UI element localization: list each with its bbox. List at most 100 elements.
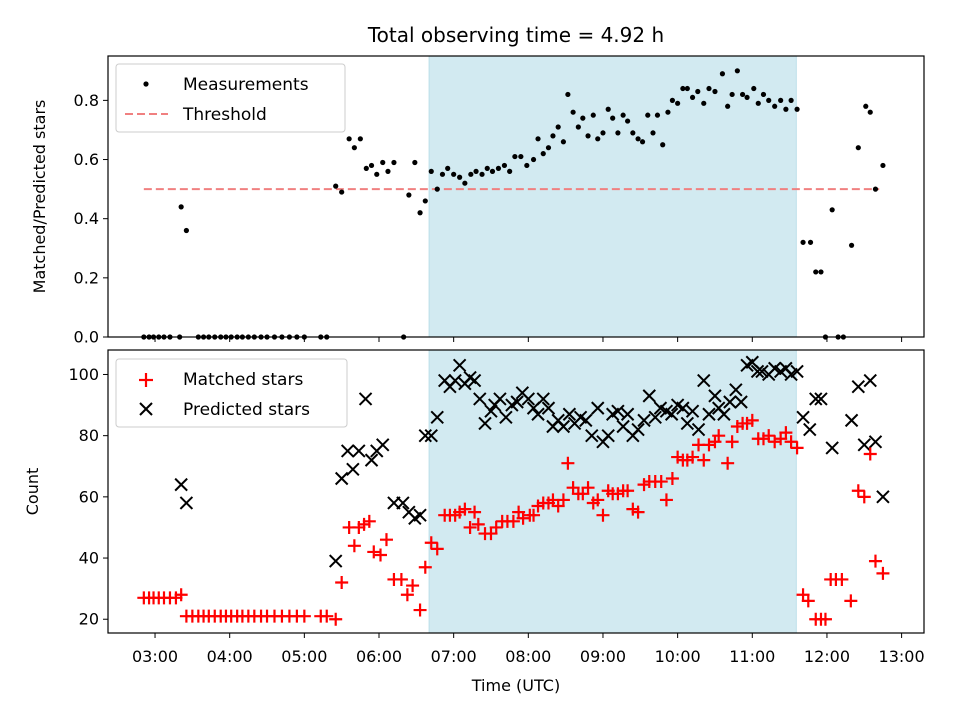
top-highlight-band (428, 55, 797, 338)
measurement-point (880, 162, 886, 169)
measurement-point (590, 112, 596, 118)
matched-star-point (394, 572, 408, 586)
legend-matched-marker (139, 373, 153, 387)
bottom-legend: Matched stars Predicted stars (115, 358, 348, 428)
measurement-point (783, 106, 789, 112)
legend-predicted-marker (139, 402, 153, 416)
matched-star-point (297, 609, 311, 623)
legend-measurements-marker (143, 81, 149, 87)
measurement-point (406, 192, 412, 198)
measurement-point (800, 239, 806, 245)
bottom-legend-box (115, 358, 348, 428)
predicted-star-point (851, 380, 866, 394)
measurement-point (417, 210, 423, 216)
predicted-star-point (631, 422, 645, 437)
xtick-label: 12:00 (804, 647, 850, 666)
predicted-star-point (340, 444, 355, 458)
measurement-point (807, 239, 814, 245)
measurement-point (788, 97, 794, 103)
bottom-panel: 20 40 60 80 100 03:00 04:00 05:00 06:00 07:00 08:… (23, 349, 925, 695)
measurement-point (374, 171, 380, 177)
measurement-point (489, 168, 496, 174)
measurement-point (585, 133, 591, 139)
xtick-label: 10:00 (655, 647, 701, 666)
matched-star-point (335, 576, 349, 590)
predicted-star-point (729, 383, 743, 397)
measurement-point (380, 159, 386, 166)
matched-star-point (400, 588, 414, 602)
measurement-point (346, 136, 352, 142)
measurement-point (778, 97, 784, 103)
measurement-point (434, 186, 440, 192)
measurement-point (422, 198, 428, 204)
matched-star-point (721, 456, 735, 470)
measurement-point (391, 159, 397, 166)
predicted-star-point (680, 416, 695, 431)
top-legend: Measurements Threshold (115, 63, 346, 133)
measurement-point (501, 162, 508, 169)
top-legend-box (115, 63, 346, 133)
measurement-point (363, 165, 369, 171)
measurement-point (451, 171, 457, 177)
predicted-star-point (179, 496, 194, 510)
ytick-label: 80 (79, 426, 99, 445)
predicted-star-point (328, 554, 343, 568)
matched-star-point (851, 484, 865, 498)
predicted-star-point (556, 419, 571, 434)
predicted-star-point (478, 416, 492, 431)
measurement-point (479, 171, 485, 177)
measurement-point (669, 97, 676, 103)
measurement-point (684, 85, 690, 92)
measurement-point (863, 103, 869, 109)
measurement-point (867, 109, 873, 115)
predicted-star-point (708, 389, 722, 403)
measurement-point (560, 139, 567, 145)
measurement-point (654, 112, 661, 118)
predicted-star-point (493, 392, 507, 406)
predicted-star-point (825, 441, 839, 455)
predicted-star-point (676, 401, 690, 415)
matched-star-point (174, 588, 188, 602)
predicted-star-point (591, 401, 605, 415)
predicted-star-point (734, 395, 748, 409)
measurement-point (712, 88, 718, 95)
measurement-point (428, 168, 434, 174)
measurement-point (518, 153, 524, 160)
matched-star-point (801, 594, 815, 608)
predicted-star-point (868, 435, 883, 449)
matched-star-point (406, 579, 420, 593)
predicted-star-point (844, 413, 859, 428)
measurement-point (339, 189, 345, 195)
measurement-point (368, 162, 375, 169)
matched-star-point (424, 536, 438, 550)
legend-matched-label: Matched stars (183, 370, 303, 390)
measurement-point (535, 136, 541, 142)
predicted-star-point (697, 373, 711, 388)
matched-star-point (556, 493, 570, 507)
measurement-point (660, 142, 666, 148)
measurement-point (751, 85, 757, 92)
bottom-ylabel: Count (23, 468, 42, 516)
measurement-point (706, 85, 712, 92)
matched-star-point (463, 520, 477, 534)
ytick-label: 0.0 (74, 328, 99, 347)
measurement-point (635, 136, 641, 142)
measurement-point (766, 97, 772, 103)
predicted-star-point (424, 428, 438, 443)
measurement-point (351, 145, 357, 151)
matched-star-point (844, 594, 858, 608)
measurement-point (645, 112, 651, 118)
predicted-star-point (562, 407, 577, 421)
measurement-point (729, 91, 735, 98)
measurement-point (625, 118, 631, 124)
measurement-point (813, 269, 819, 275)
measurement-point (507, 168, 513, 174)
predicted-stars-points (174, 355, 890, 568)
matched-star-point (857, 490, 871, 504)
top-yticks: 0.0 0.2 0.4 0.6 0.8 (74, 91, 108, 347)
measurement-point (848, 242, 855, 248)
measurement-point (734, 68, 740, 74)
matched-star-point (863, 447, 877, 461)
measurement-point (701, 100, 707, 106)
